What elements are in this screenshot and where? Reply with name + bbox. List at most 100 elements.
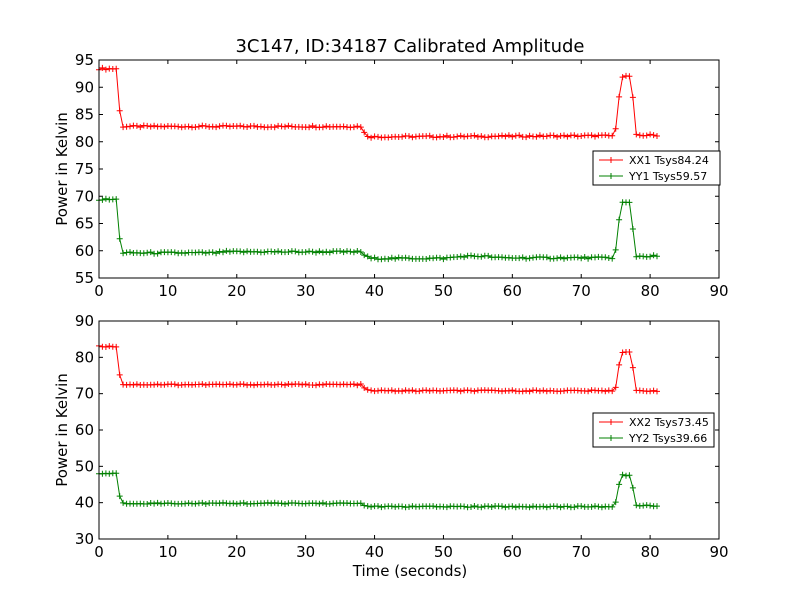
data-point <box>354 382 361 389</box>
data-point <box>361 129 368 136</box>
x-tick-label: 60 <box>503 282 522 300</box>
data-point <box>278 500 285 507</box>
data-point <box>302 249 309 256</box>
data-point <box>233 381 240 388</box>
data-point <box>543 133 550 140</box>
x-tick-label: 40 <box>365 282 384 300</box>
data-point <box>471 132 478 139</box>
data-point <box>478 504 485 511</box>
data-point <box>581 254 588 260</box>
data-point <box>254 248 261 255</box>
data-point <box>271 249 278 255</box>
data-point <box>536 132 543 139</box>
data-point <box>523 503 530 510</box>
data-point <box>354 123 361 130</box>
data-point <box>357 500 364 507</box>
data-point <box>278 381 285 388</box>
data-point <box>530 503 536 510</box>
data-point <box>361 384 368 391</box>
x-tick-label: 40 <box>365 543 384 561</box>
data-point <box>247 381 254 388</box>
data-point <box>99 64 106 71</box>
data-point <box>147 249 154 256</box>
data-point <box>285 122 292 129</box>
data-point <box>237 122 244 129</box>
data-point <box>223 122 230 129</box>
data-point <box>571 504 578 511</box>
data-point <box>285 249 292 255</box>
data-point <box>650 387 657 394</box>
data-point <box>282 123 288 130</box>
data-point <box>151 122 158 129</box>
x-tick-label: 80 <box>641 282 660 300</box>
data-point <box>147 500 154 506</box>
data-point <box>654 503 660 510</box>
data-point <box>357 124 364 131</box>
data-point <box>499 503 505 510</box>
legend-label: YY2 Tsys39.66 <box>628 432 707 445</box>
data-point <box>643 132 650 139</box>
data-point <box>626 199 633 206</box>
data-point <box>216 248 223 255</box>
data-point <box>385 256 392 263</box>
chart-title: 3C147, ID:34187 Calibrated Amplitude <box>235 36 584 57</box>
data-point <box>602 132 609 138</box>
data-point <box>443 132 450 139</box>
data-point <box>612 246 619 253</box>
data-point <box>299 381 306 388</box>
data-point <box>350 249 357 256</box>
data-point <box>468 387 474 394</box>
data-point <box>120 499 127 506</box>
data-point <box>605 387 612 394</box>
data-point <box>626 73 633 80</box>
data-point <box>264 381 271 388</box>
data-point <box>199 381 206 388</box>
data-point <box>609 503 616 510</box>
data-point <box>375 133 381 140</box>
data-point <box>478 253 485 260</box>
data-point <box>319 124 326 131</box>
data-point <box>102 195 109 202</box>
data-point <box>178 249 185 256</box>
data-point <box>116 371 123 378</box>
data-point <box>626 349 633 355</box>
data-point <box>244 248 251 255</box>
x-tick-label: 0 <box>94 282 104 300</box>
data-point <box>647 131 654 138</box>
data-point <box>526 132 533 139</box>
bottom-ticks-layer: 0 10 20 30 40 50 60 70 80 90 30 40 50 60 70 80 90 <box>75 312 729 561</box>
top-legend: XX1 Tsys84.24 YY1 Tsys59.57 <box>592 150 721 186</box>
data-point <box>102 66 109 73</box>
data-point <box>99 196 106 203</box>
y-tick-label: 95 <box>75 51 94 69</box>
bottom-legend: XX2 Tsys73.45 YY2 Tsys39.66 <box>592 412 715 448</box>
data-point <box>361 252 368 259</box>
data-point <box>571 132 578 139</box>
data-point <box>457 253 464 260</box>
data-point <box>616 93 623 100</box>
x-tick-label: 90 <box>709 543 728 561</box>
data-point <box>499 132 505 139</box>
data-point <box>326 249 333 256</box>
data-point <box>144 249 151 256</box>
bottom-y-axis-label: Power in Kelvin <box>53 373 71 487</box>
data-point <box>485 503 492 510</box>
series-markers-xx2 <box>96 342 660 395</box>
data-point <box>319 499 326 506</box>
data-point <box>557 504 564 511</box>
data-point <box>127 249 133 256</box>
data-point <box>257 123 264 130</box>
data-point <box>271 381 278 388</box>
data-point <box>557 254 564 261</box>
data-point <box>543 254 550 261</box>
data-point <box>426 132 433 139</box>
top-series-layer <box>96 64 660 263</box>
data-point <box>488 504 495 510</box>
data-point <box>361 502 368 509</box>
data-point <box>592 133 598 140</box>
data-point <box>554 255 561 262</box>
bottom-plot-frame <box>98 320 720 540</box>
data-point <box>409 387 416 394</box>
data-point <box>406 503 412 510</box>
data-point <box>454 254 461 260</box>
